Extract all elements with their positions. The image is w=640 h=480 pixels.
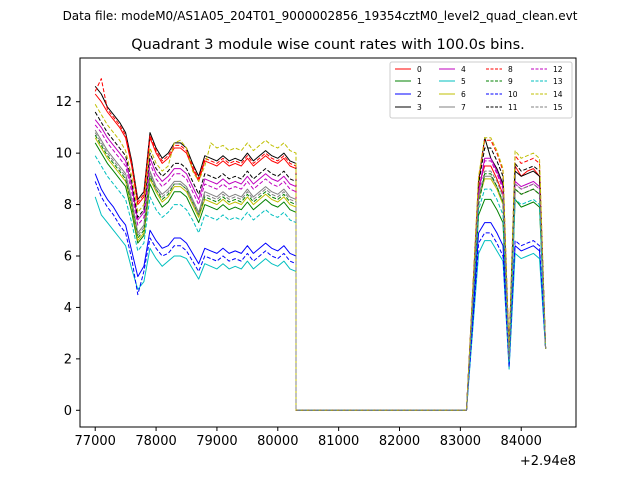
x-tick-label: 81000 (318, 434, 359, 449)
legend-label-8: 8 (508, 65, 513, 74)
legend-frame (389, 61, 573, 119)
legend-label-9: 9 (508, 77, 513, 86)
legend-label-11: 11 (508, 103, 518, 112)
axes-frame (79, 57, 577, 428)
y-tick-label: 8 (64, 198, 72, 213)
legend-label-6: 6 (461, 90, 466, 99)
figure-suptitle: Data file: modeM0/AS1A05_204T01_90000028… (63, 9, 578, 23)
y-tick-label: 4 (64, 301, 72, 316)
x-tick-label: 79000 (196, 434, 237, 449)
legend-label-4: 4 (461, 65, 466, 74)
legend-label-1: 1 (417, 77, 422, 86)
legend-label-7: 7 (461, 103, 466, 112)
chart-title: Quadrant 3 module wise count rates with … (131, 37, 525, 53)
y-tick-label: 6 (64, 250, 72, 265)
x-tick-label: 78000 (135, 434, 176, 449)
legend-label-14: 14 (553, 90, 563, 99)
legend-label-12: 12 (553, 65, 563, 74)
legend-label-10: 10 (508, 90, 518, 99)
legend-label-15: 15 (553, 103, 563, 112)
legend-label-0: 0 (417, 65, 422, 74)
x-axis: 77000 78000 79000 80000 81000 82000 83000 84000 (75, 427, 542, 449)
series-line-14 (94, 104, 547, 411)
series-line-9 (94, 134, 547, 411)
legend-label-13: 13 (553, 77, 563, 86)
x-axis-offset-label: +2.94e8 (520, 454, 576, 469)
x-tick-label: 84000 (501, 434, 542, 449)
legend-label-3: 3 (417, 103, 422, 112)
x-tick-label: 77000 (75, 434, 116, 449)
x-tick-label: 82000 (379, 434, 420, 449)
series-line-12 (94, 124, 547, 411)
series-layer (94, 78, 547, 411)
series-line-15 (94, 132, 547, 411)
y-tick-label: 10 (55, 147, 72, 162)
legend-label-2: 2 (417, 90, 422, 99)
y-axis: 0 2 4 6 8 10 12 (55, 95, 80, 419)
y-tick-label: 2 (64, 352, 72, 367)
x-tick-label: 80000 (257, 434, 298, 449)
y-tick-label: 12 (55, 95, 72, 110)
x-tick-label: 83000 (440, 434, 481, 449)
series-line-7 (94, 129, 547, 411)
y-tick-label: 0 (64, 404, 72, 419)
legend-label-5: 5 (461, 77, 466, 86)
